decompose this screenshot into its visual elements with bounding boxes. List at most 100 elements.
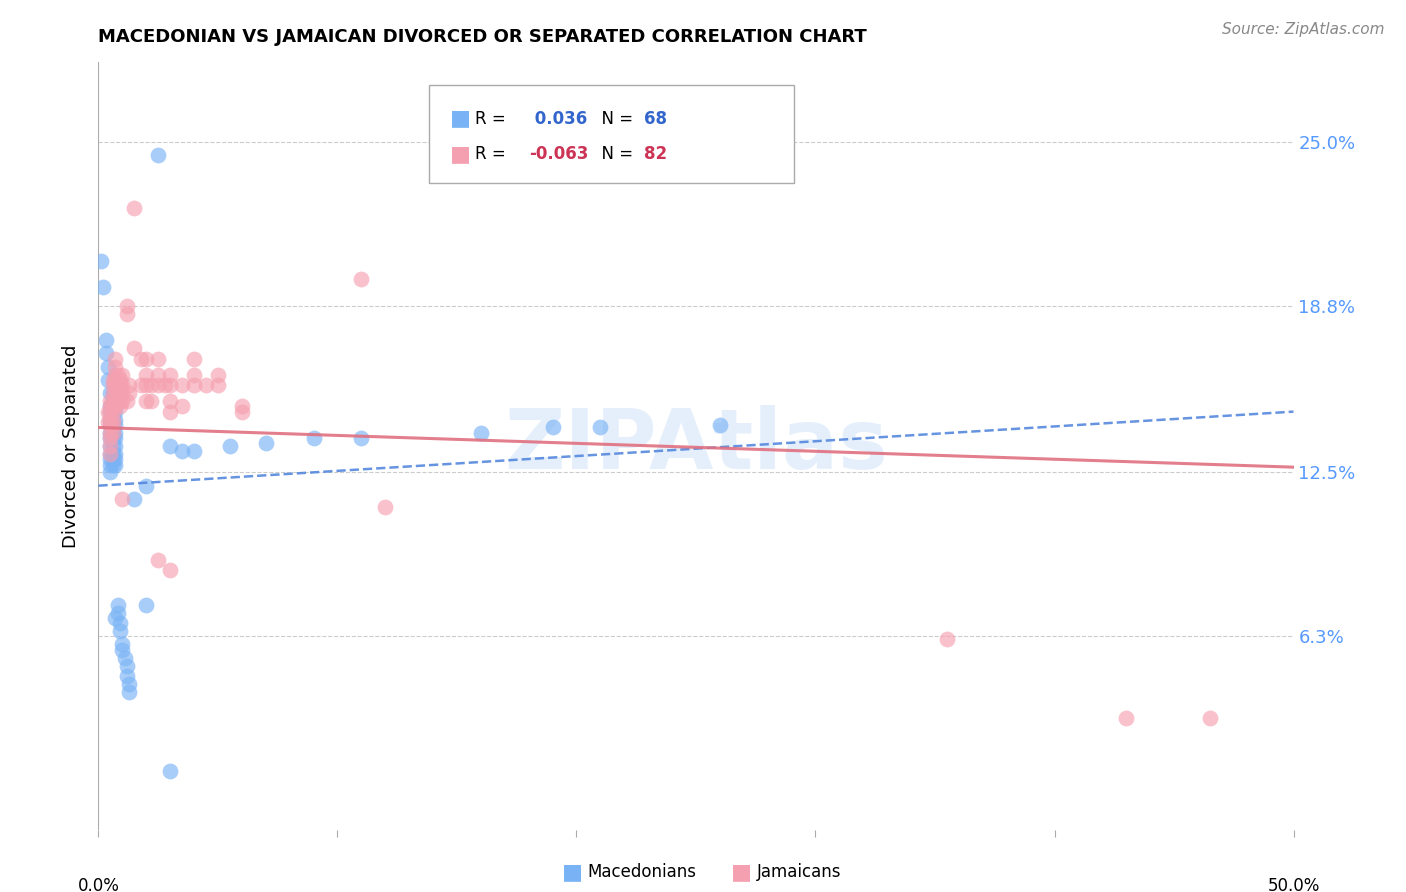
Point bbox=[111, 378, 134, 392]
Point bbox=[374, 500, 396, 514]
Point bbox=[207, 378, 229, 392]
Point bbox=[98, 431, 122, 445]
Point bbox=[111, 386, 134, 401]
Point bbox=[139, 394, 162, 409]
Point bbox=[108, 378, 131, 392]
Point bbox=[98, 417, 122, 432]
Text: ■: ■ bbox=[562, 863, 583, 882]
Point bbox=[131, 378, 153, 392]
Point bbox=[936, 632, 959, 646]
Point bbox=[172, 378, 194, 392]
Point bbox=[254, 436, 277, 450]
Point bbox=[107, 368, 129, 382]
Point bbox=[98, 431, 122, 445]
Text: -0.063: -0.063 bbox=[529, 145, 588, 163]
Point bbox=[101, 425, 124, 440]
Point bbox=[231, 400, 253, 414]
Point bbox=[183, 368, 205, 382]
Point bbox=[111, 642, 134, 657]
Point bbox=[115, 299, 138, 313]
Point bbox=[101, 447, 124, 461]
Point bbox=[195, 378, 218, 392]
Point bbox=[159, 764, 181, 779]
Text: Macedonians: Macedonians bbox=[588, 863, 697, 881]
Point bbox=[139, 378, 162, 392]
Point bbox=[97, 373, 120, 387]
Text: 0.036: 0.036 bbox=[529, 110, 586, 128]
Point bbox=[131, 351, 153, 366]
Point bbox=[104, 368, 127, 382]
Text: N =: N = bbox=[591, 145, 638, 163]
Point bbox=[101, 386, 124, 401]
Point bbox=[111, 394, 134, 409]
Point bbox=[97, 359, 120, 374]
Point bbox=[135, 478, 157, 492]
Point bbox=[101, 425, 124, 440]
Point bbox=[101, 458, 124, 472]
Point bbox=[104, 400, 127, 414]
Point bbox=[589, 420, 612, 434]
Point bbox=[108, 394, 131, 409]
Point bbox=[104, 431, 127, 445]
Point bbox=[183, 351, 205, 366]
Point bbox=[108, 400, 131, 414]
Point bbox=[172, 400, 194, 414]
Point bbox=[101, 394, 124, 409]
Point bbox=[101, 404, 124, 418]
Point bbox=[98, 400, 122, 414]
Point bbox=[135, 351, 157, 366]
Point bbox=[104, 447, 127, 461]
Point bbox=[148, 378, 170, 392]
Point bbox=[148, 368, 170, 382]
Point bbox=[104, 400, 127, 414]
Point bbox=[118, 685, 141, 699]
Point bbox=[94, 333, 117, 347]
Point bbox=[98, 394, 122, 409]
Point bbox=[98, 439, 122, 453]
Point bbox=[107, 598, 129, 612]
Point bbox=[104, 611, 127, 625]
Point bbox=[107, 606, 129, 620]
Point bbox=[111, 491, 134, 506]
Point bbox=[118, 386, 141, 401]
Text: 82: 82 bbox=[644, 145, 666, 163]
Point bbox=[104, 439, 127, 453]
Point bbox=[94, 346, 117, 360]
Point bbox=[101, 412, 124, 426]
Point bbox=[709, 417, 731, 432]
Point bbox=[101, 431, 124, 445]
Point bbox=[101, 386, 124, 401]
Point bbox=[98, 400, 122, 414]
Point bbox=[107, 378, 129, 392]
Point bbox=[98, 439, 122, 453]
Point bbox=[101, 400, 124, 414]
Point bbox=[98, 412, 122, 426]
Point bbox=[115, 669, 138, 683]
Point bbox=[111, 637, 134, 651]
Point bbox=[159, 439, 181, 453]
Point bbox=[108, 624, 131, 639]
Point bbox=[219, 439, 242, 453]
Text: N =: N = bbox=[591, 110, 638, 128]
Point bbox=[101, 404, 124, 418]
Point bbox=[98, 466, 122, 480]
Point bbox=[207, 368, 229, 382]
Point bbox=[155, 378, 177, 392]
Point bbox=[135, 394, 157, 409]
Point bbox=[97, 415, 120, 429]
Point bbox=[104, 378, 127, 392]
Point bbox=[104, 404, 127, 418]
Point bbox=[101, 373, 124, 387]
Point bbox=[159, 404, 181, 418]
Point bbox=[104, 417, 127, 432]
Point bbox=[541, 420, 564, 434]
Text: Jamaicans: Jamaicans bbox=[756, 863, 841, 881]
Point bbox=[111, 368, 134, 382]
Point bbox=[104, 452, 127, 467]
Point bbox=[231, 404, 253, 418]
Point bbox=[98, 386, 122, 401]
Text: ■: ■ bbox=[450, 109, 471, 128]
Point bbox=[108, 373, 131, 387]
Point bbox=[183, 378, 205, 392]
Point bbox=[101, 412, 124, 426]
